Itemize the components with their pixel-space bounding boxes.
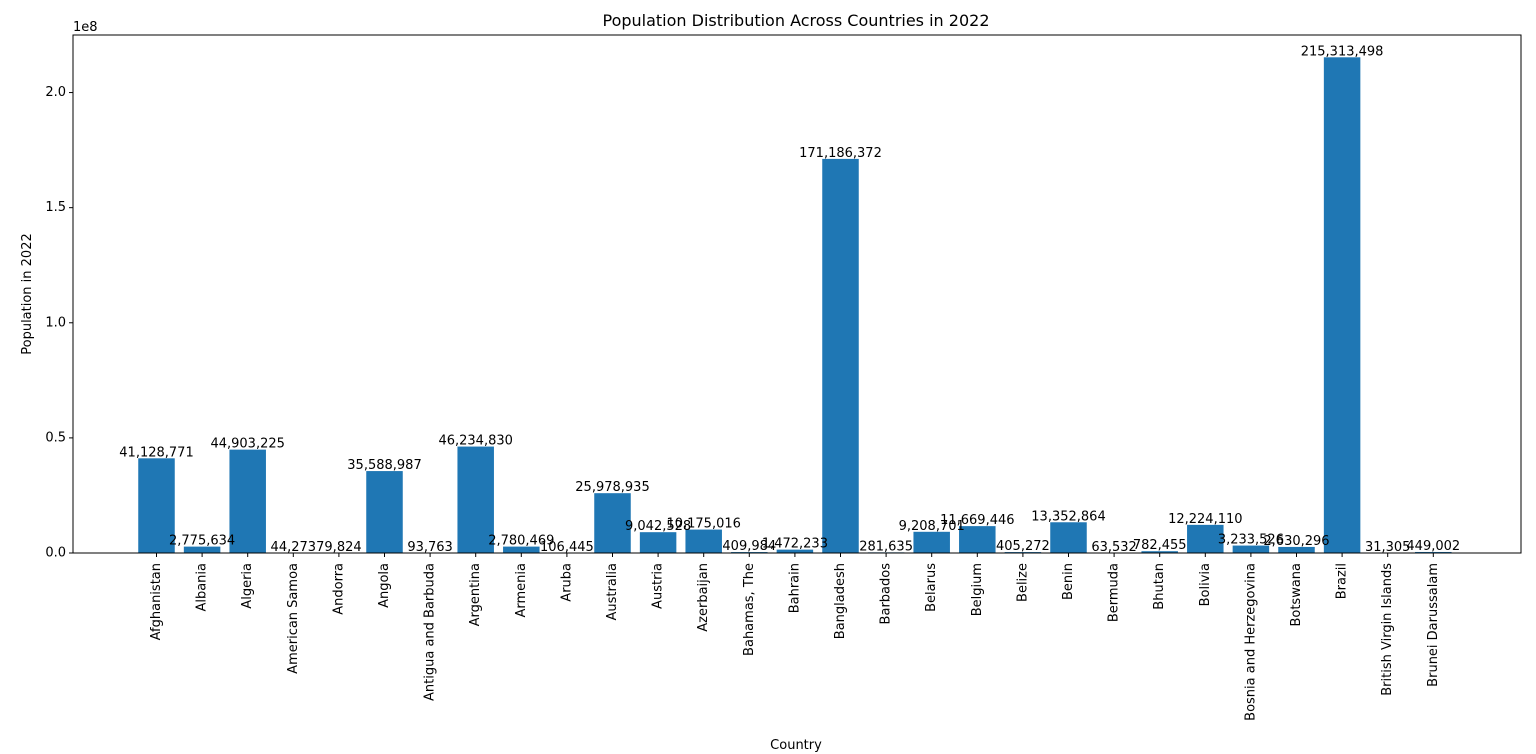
x-tick-label: Benin (1061, 563, 1076, 600)
bar-data-label: 31,305 (1365, 540, 1411, 555)
bar-data-label: 46,234,830 (438, 434, 512, 449)
bar (1141, 551, 1178, 553)
x-tick-label: Andorra (331, 563, 346, 615)
x-tick-label: Algeria (240, 563, 255, 609)
y-tick-label: 0.0 (45, 546, 66, 561)
x-tick-label: Argentina (468, 563, 483, 626)
bar (457, 446, 494, 553)
bar-data-label: 41,128,771 (119, 445, 193, 460)
bar-data-label: 9,208,701 (899, 519, 965, 534)
bar (639, 532, 677, 553)
bar (183, 546, 221, 553)
x-tick-label: Bahamas, The (742, 563, 757, 656)
bars-group (138, 57, 1452, 554)
bar-data-label: 171,186,372 (799, 146, 882, 161)
bar-data-label: 9,042,528 (625, 519, 691, 534)
bar (913, 531, 950, 553)
bar-data-label: 10,175,016 (666, 517, 740, 532)
bar (1187, 524, 1224, 553)
x-axis-ticks: Afghanistan Albania Algeria American Samoa A… (149, 553, 1441, 721)
bar (685, 529, 722, 553)
y-axis-offset-label: 1e8 (73, 20, 98, 35)
x-tick-label: Belize (1015, 563, 1030, 602)
y-tick-label: 1.0 (45, 315, 66, 330)
bar (1232, 545, 1270, 553)
bar (1050, 522, 1087, 553)
bar-data-label: 44,273 (271, 540, 317, 555)
bar (1415, 551, 1452, 553)
x-tick-label: Brunei Darussalam (1426, 563, 1441, 687)
bar (503, 546, 540, 553)
data-labels-group: 41,128,771 2,775,634 44,903,225 44,273 79,82… (119, 44, 1460, 555)
plot-area-frame (72, 34, 1522, 554)
x-tick-label: American Samoa (286, 563, 301, 674)
x-tick-label: Bahrain (787, 563, 802, 613)
bar (1323, 57, 1361, 554)
bar-data-label: 2,780,469 (488, 534, 554, 549)
x-tick-label: Aruba (559, 563, 574, 602)
x-tick-label: Belgium (970, 563, 985, 616)
x-tick-label: Bhutan (1152, 563, 1167, 610)
bar-data-label: 3,233,526 (1218, 533, 1284, 548)
bar (366, 471, 403, 553)
bar-data-label: 281,635 (859, 539, 913, 554)
bar-data-label: 215,313,498 (1301, 44, 1384, 59)
bar-data-label: 25,978,935 (575, 480, 649, 495)
y-tick-label: 1.5 (45, 200, 66, 215)
bar-data-label: 79,824 (316, 540, 362, 555)
x-tick-label: Belarus (924, 563, 939, 612)
x-tick-label: Afghanistan (149, 563, 164, 640)
y-tick-label: 0.5 (45, 430, 66, 445)
chart-title: Population Distribution Across Countries… (602, 11, 989, 30)
y-axis-label: Population in 2022 (20, 233, 35, 355)
bar-data-label: 409,984 (722, 539, 776, 554)
bar-data-label: 11,669,446 (940, 513, 1014, 528)
bar (1278, 546, 1315, 553)
bar-data-label: 405,272 (996, 539, 1050, 554)
x-axis-label: Country (770, 738, 822, 753)
bar-data-label: 2,630,296 (1263, 534, 1329, 549)
bar-data-label: 44,903,225 (210, 437, 284, 452)
y-tick-label: 2.0 (45, 85, 66, 100)
x-tick-label: Brazil (1335, 563, 1350, 599)
x-tick-label: Bolivia (1198, 563, 1213, 606)
bar-data-label: 1,472,233 (762, 537, 828, 552)
x-tick-label: Bermuda (1107, 563, 1122, 622)
bar-data-label: 35,588,987 (347, 458, 421, 473)
bar-data-label: 782,455 (1133, 538, 1187, 553)
bar (138, 458, 175, 553)
x-tick-label: Bangladesh (833, 563, 848, 639)
bar-data-label: 93,763 (407, 540, 453, 555)
x-tick-label: Barbados (879, 563, 894, 625)
y-axis-ticks: 0.0 0.5 1.0 1.5 2.0 (45, 85, 73, 561)
bar-data-label: 449,002 (1406, 539, 1460, 554)
bar-data-label: 106,445 (540, 540, 594, 555)
bar (229, 449, 266, 553)
x-tick-label: British Virgin Islands (1380, 563, 1395, 696)
bar (822, 158, 859, 553)
x-tick-label: Angola (377, 563, 392, 608)
x-tick-label: Austria (651, 563, 666, 609)
x-tick-label: Australia (605, 563, 620, 621)
x-tick-label: Armenia (514, 563, 529, 618)
x-tick-label: Botswana (1289, 563, 1304, 627)
x-tick-label: Albania (195, 563, 210, 612)
bar (959, 526, 996, 553)
bar-data-label: 2,775,634 (169, 534, 235, 549)
bar-data-label: 13,352,864 (1031, 509, 1105, 524)
x-tick-label: Bosnia and Herzegovina (1243, 563, 1258, 721)
x-tick-label: Antigua and Barbuda (423, 563, 438, 701)
bar (594, 493, 631, 553)
x-tick-label: Azerbaijan (696, 563, 711, 632)
bar (776, 549, 814, 553)
bar-data-label: 63,532 (1091, 540, 1137, 555)
bar-data-label: 12,224,110 (1168, 512, 1242, 527)
